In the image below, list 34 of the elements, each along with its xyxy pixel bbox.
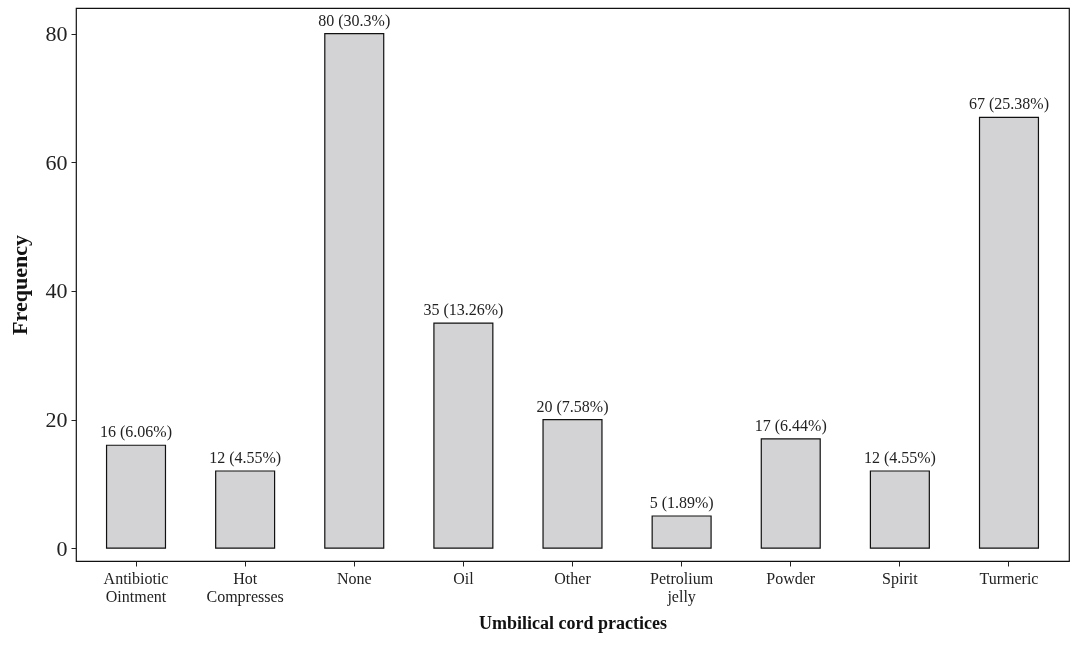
x-tick-label: Hot Compresses [206,569,284,606]
data-label: 35 (13.26%) [423,301,504,320]
y-tick-label: 80 [45,21,68,47]
x-tick-label: Oil [453,569,475,587]
data-label: 16 (6.06%) [100,423,173,442]
x-axis-title: Umbilical cord practices [479,612,667,633]
data-label: 12 (4.55%) [209,448,282,467]
y-tick-label: 0 [56,535,68,561]
x-tick-label: None [336,569,372,587]
x-tick-label: Spirit [882,569,919,588]
x-tick-label: Turmeric [979,569,1039,587]
bar [760,438,821,549]
x-tick-label: Petrolium jelly [650,569,714,606]
x-tick-label: Other [554,569,592,587]
bar [433,322,494,549]
x-tick-label: Powder [766,569,816,587]
bar [215,470,276,549]
data-label: 17 (6.44%) [754,416,827,435]
bar [324,33,385,549]
bar [869,470,930,549]
data-label: 5 (1.89%) [649,493,714,512]
bar [542,418,603,549]
bar [651,515,712,549]
data-label: 12 (4.55%) [863,448,936,467]
bar [978,116,1040,549]
y-tick-label: 60 [45,149,68,175]
y-axis-title: Frequency [6,235,32,335]
data-label: 67 (25.38%) [968,95,1049,114]
y-tick-label: 40 [45,278,68,304]
data-label: 80 (30.3%) [318,11,391,30]
bar [105,444,167,549]
y-tick-label: 20 [45,407,68,433]
x-tick-label: Antibiotic Ointment [103,569,169,605]
data-label: 20 (7.58%) [536,397,609,416]
